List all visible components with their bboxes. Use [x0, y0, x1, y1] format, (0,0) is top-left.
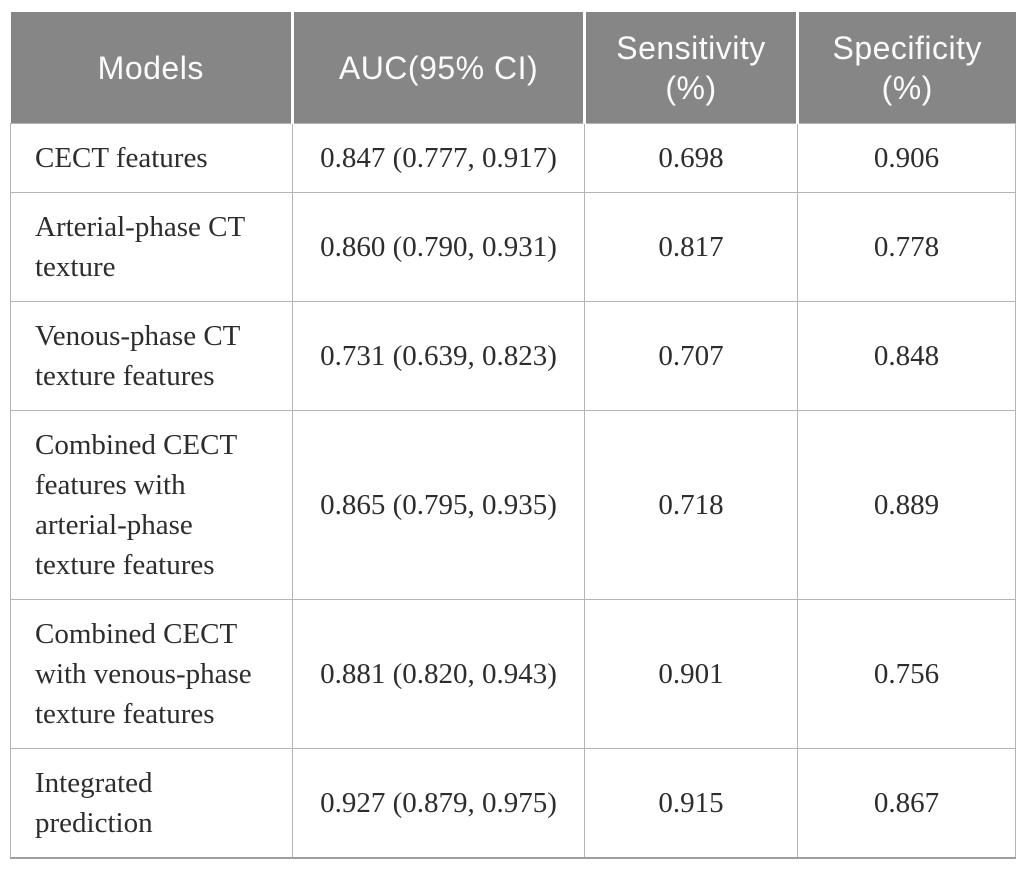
sensitivity-cell: 0.718	[584, 410, 798, 601]
table-row: CECT features 0.847 (0.777, 0.917) 0.698…	[10, 122, 1016, 194]
col-header-sensitivity: Sensitivity (%)	[583, 12, 798, 124]
table-body: CECT features 0.847 (0.777, 0.917) 0.698…	[10, 122, 1016, 860]
auc-cell: 0.881 (0.820, 0.943)	[292, 599, 585, 750]
specificity-cell: 0.867	[797, 748, 1016, 860]
specificity-cell: 0.848	[797, 301, 1016, 412]
table-row: Arterial-phase CT texture 0.860 (0.790, …	[10, 192, 1016, 303]
sensitivity-cell: 0.817	[584, 192, 798, 303]
auc-cell: 0.860 (0.790, 0.931)	[292, 192, 585, 303]
table-row: Combined CECT with venous-phase texture …	[10, 599, 1016, 750]
model-cell: Arterial-phase CT texture	[10, 192, 293, 303]
specificity-cell: 0.906	[797, 122, 1016, 194]
auc-cell: 0.847 (0.777, 0.917)	[292, 122, 585, 194]
model-cell: Venous-phase CT texture features	[10, 301, 293, 412]
specificity-cell: 0.889	[797, 410, 1016, 601]
sensitivity-cell: 0.707	[584, 301, 798, 412]
specificity-cell: 0.778	[797, 192, 1016, 303]
auc-cell: 0.927 (0.879, 0.975)	[292, 748, 585, 860]
col-header-specificity: Specificity (%)	[796, 12, 1016, 124]
model-cell: Integrated prediction	[10, 748, 293, 860]
table-row: Venous-phase CT texture features 0.731 (…	[10, 301, 1016, 412]
model-cell: Combined CECT with venous-phase texture …	[10, 599, 293, 750]
header-row: Models AUC(95% CI) Sensitivity (%) Speci…	[10, 12, 1016, 124]
table-row: Combined CECT features with arterial-pha…	[10, 410, 1016, 601]
specificity-cell: 0.756	[797, 599, 1016, 750]
model-cell: CECT features	[10, 122, 293, 194]
sensitivity-cell: 0.915	[584, 748, 798, 860]
sensitivity-cell: 0.901	[584, 599, 798, 750]
auc-cell: 0.731 (0.639, 0.823)	[292, 301, 585, 412]
auc-cell: 0.865 (0.795, 0.935)	[292, 410, 585, 601]
table-row: Integrated prediction 0.927 (0.879, 0.97…	[10, 748, 1016, 860]
col-header-auc: AUC(95% CI)	[291, 12, 585, 124]
sensitivity-cell: 0.698	[584, 122, 798, 194]
model-cell: Combined CECT features with arterial-pha…	[10, 410, 293, 601]
col-header-models: Models	[10, 12, 293, 124]
table-header: Models AUC(95% CI) Sensitivity (%) Speci…	[10, 12, 1016, 124]
model-performance-table: Models AUC(95% CI) Sensitivity (%) Speci…	[10, 12, 1016, 860]
